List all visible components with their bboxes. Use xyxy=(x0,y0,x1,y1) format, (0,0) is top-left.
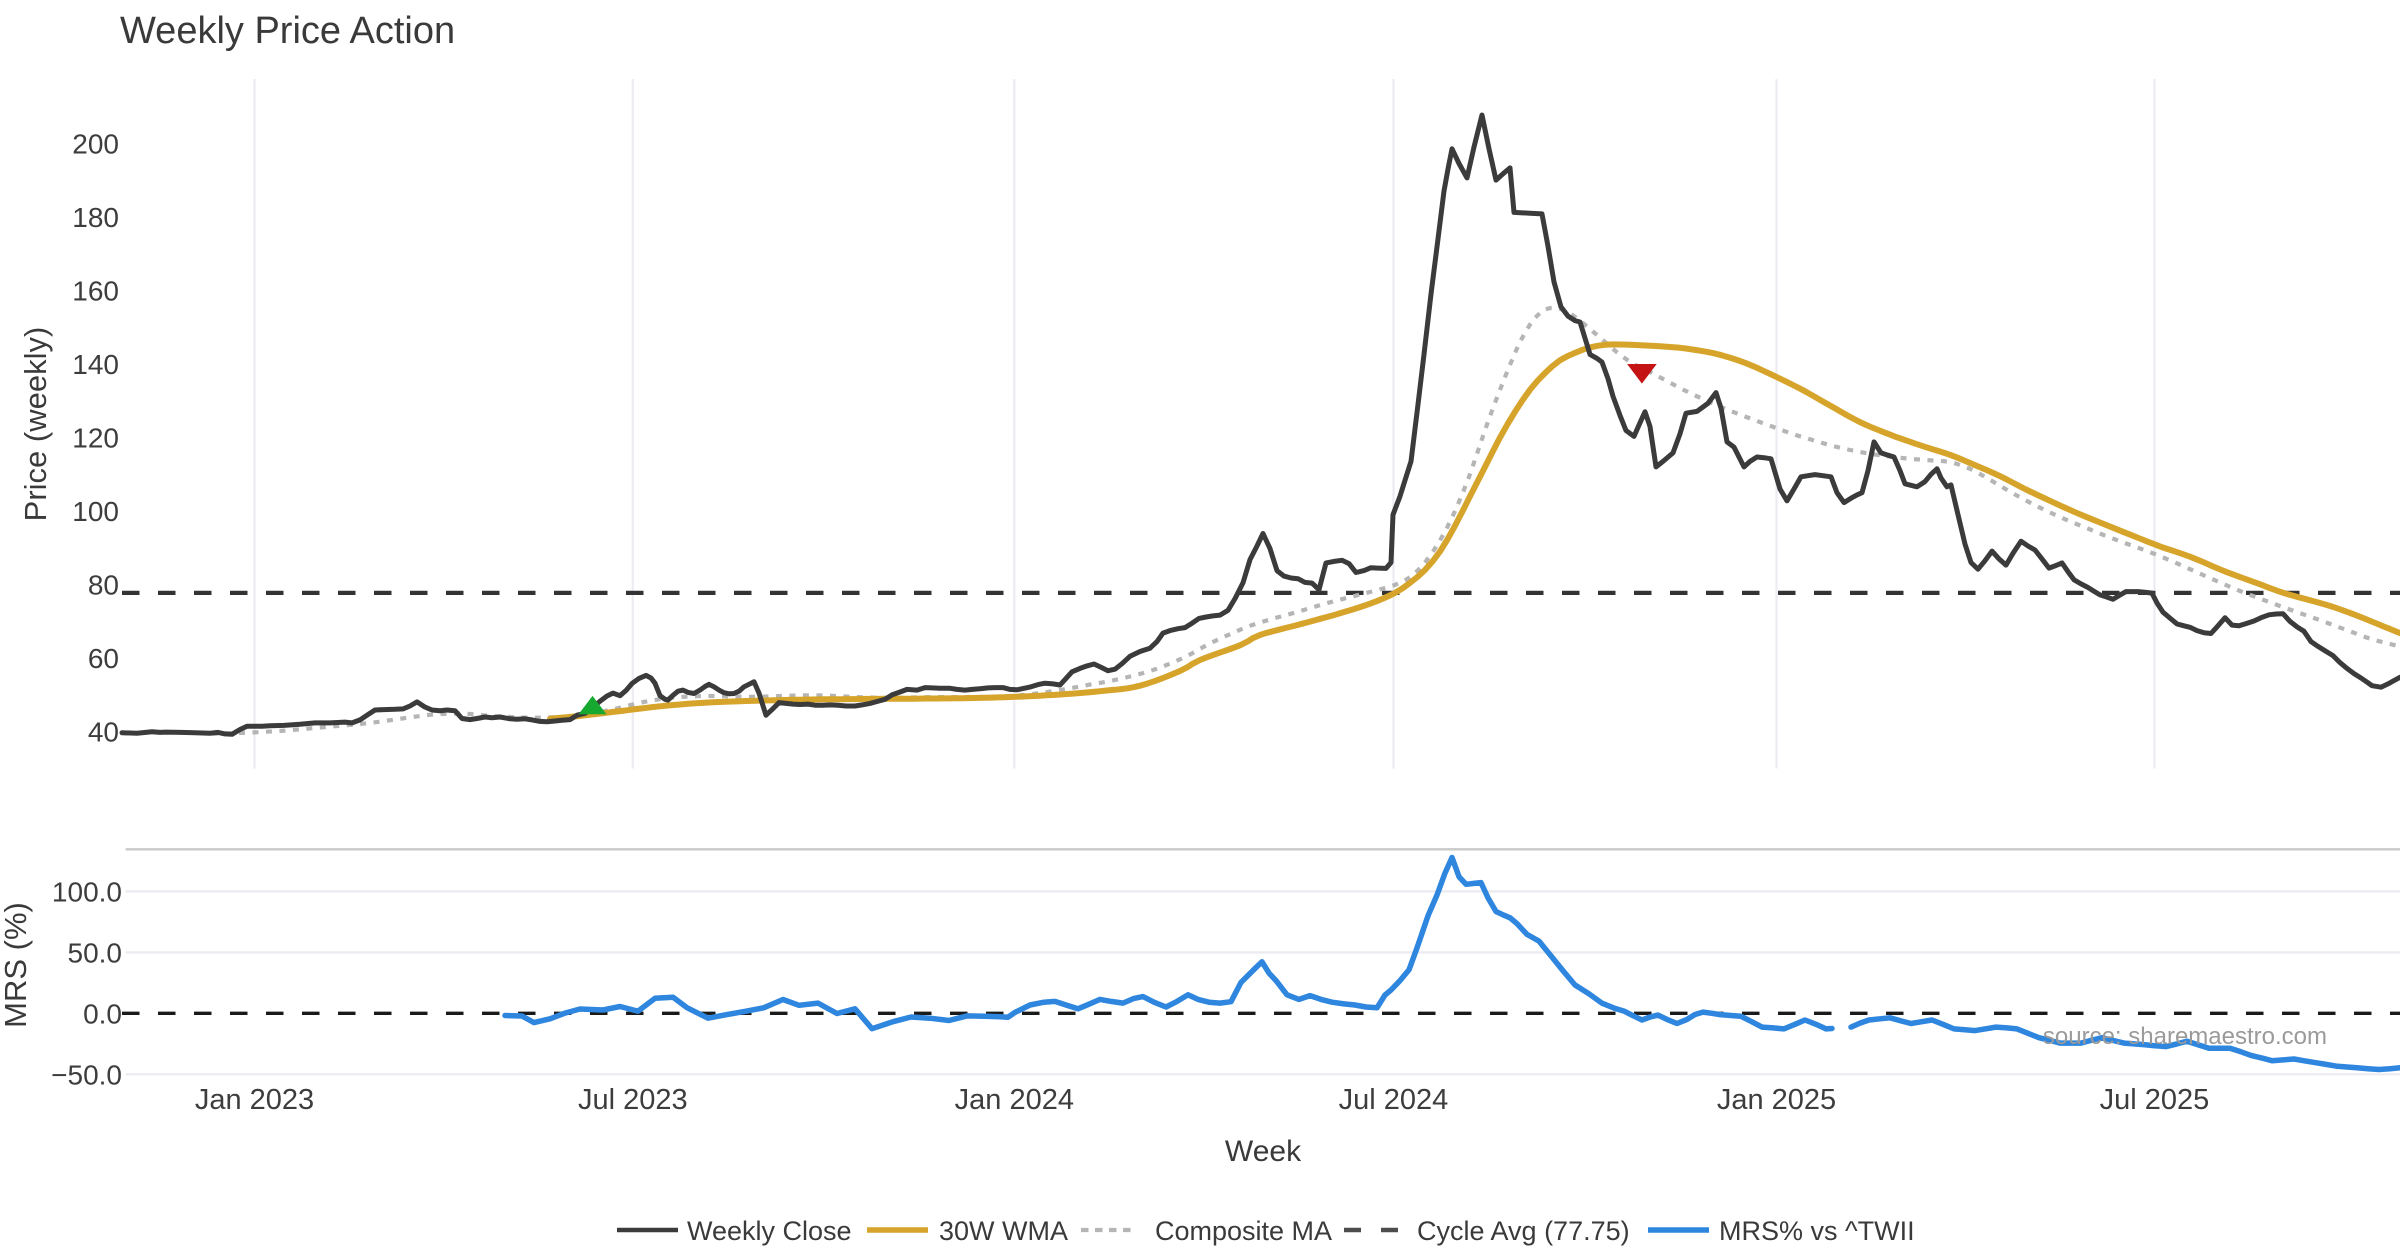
svg-text:0.0: 0.0 xyxy=(83,998,122,1029)
svg-text:50.0: 50.0 xyxy=(68,937,123,968)
svg-text:Jan 2024: Jan 2024 xyxy=(955,1084,1074,1116)
svg-text:MRS (%): MRS (%) xyxy=(0,902,33,1028)
svg-text:30W WMA: 30W WMA xyxy=(939,1216,1068,1246)
svg-text:Jul 2024: Jul 2024 xyxy=(1339,1084,1449,1116)
svg-text:140: 140 xyxy=(72,349,119,380)
svg-text:120: 120 xyxy=(72,423,119,454)
svg-text:160: 160 xyxy=(72,275,119,306)
svg-text:80: 80 xyxy=(88,570,119,601)
svg-text:Price (weekly): Price (weekly) xyxy=(18,327,53,522)
svg-text:Weekly Price Action: Weekly Price Action xyxy=(120,10,455,52)
svg-text:Weekly Close: Weekly Close xyxy=(687,1216,852,1246)
svg-text:Cycle Avg (77.75): Cycle Avg (77.75) xyxy=(1417,1216,1630,1246)
svg-text:Composite MA: Composite MA xyxy=(1155,1216,1332,1246)
svg-text:Jul 2023: Jul 2023 xyxy=(578,1084,688,1116)
svg-text:180: 180 xyxy=(72,202,119,233)
svg-text:60: 60 xyxy=(88,643,119,674)
svg-text:200: 200 xyxy=(72,128,119,159)
svg-text:100.0: 100.0 xyxy=(52,876,122,907)
svg-text:Jan 2023: Jan 2023 xyxy=(195,1084,314,1116)
svg-text:Jan 2025: Jan 2025 xyxy=(1717,1084,1836,1116)
svg-text:40: 40 xyxy=(88,717,119,748)
svg-text:MRS% vs ^TWII: MRS% vs ^TWII xyxy=(1719,1216,1915,1246)
svg-text:−50.0: −50.0 xyxy=(51,1059,122,1090)
svg-text:Jul 2025: Jul 2025 xyxy=(2100,1084,2210,1116)
svg-text:Week: Week xyxy=(1225,1135,1302,1168)
svg-text:100: 100 xyxy=(72,496,119,527)
svg-text:source: sharemaestro.com: source: sharemaestro.com xyxy=(2043,1023,2327,1050)
